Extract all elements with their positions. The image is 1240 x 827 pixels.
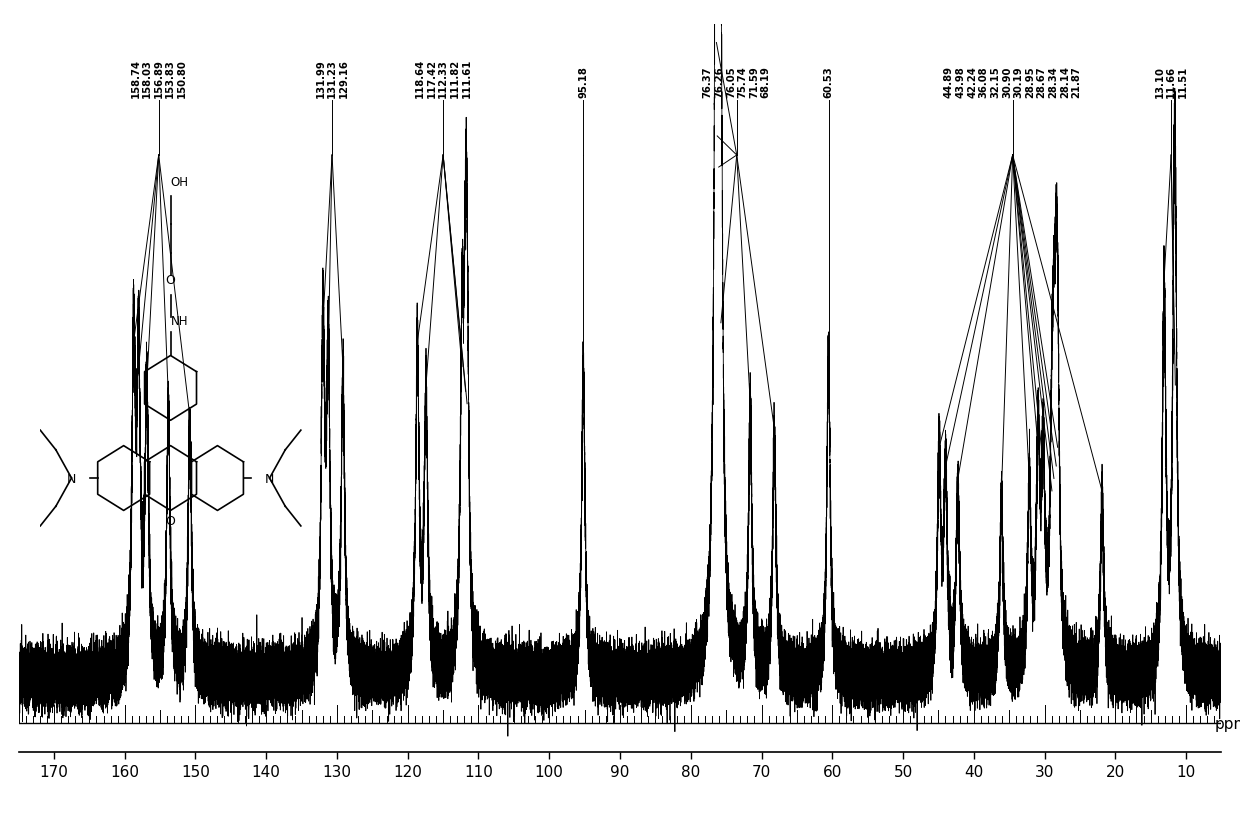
Text: 13.10
11.66
11.51: 13.10 11.66 11.51 (1154, 66, 1188, 98)
Text: 158.74
158.03
156.89
153.83
150.80: 158.74 158.03 156.89 153.83 150.80 (130, 60, 187, 98)
Text: 118.64
117.42
112.33
111.82
111.61: 118.64 117.42 112.33 111.82 111.61 (415, 59, 471, 98)
Text: 76.37
76.26
76.05
75.74
71.59
68.19: 76.37 76.26 76.05 75.74 71.59 68.19 (703, 66, 771, 98)
Text: 60.53: 60.53 (823, 66, 833, 98)
Text: 44.89
43.98
42.24
36.08
32.15
30.90
30.19
28.95
28.67
28.34
28.14
21.87: 44.89 43.98 42.24 36.08 32.15 30.90 30.1… (944, 66, 1081, 98)
Text: 131.99
131.23
129.16: 131.99 131.23 129.16 (315, 60, 348, 98)
Text: 95.18: 95.18 (578, 66, 588, 98)
Text: ppm: ppm (1214, 716, 1240, 732)
